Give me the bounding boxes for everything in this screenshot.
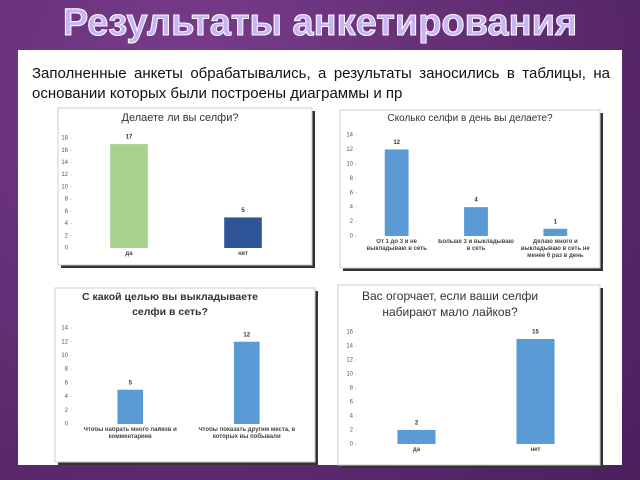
chart-title-box: Вас огорчает, если ваши селфи набирают м…	[361, 289, 539, 319]
x-tick-label-box: да	[125, 251, 133, 257]
value-label: 15	[532, 330, 539, 336]
chart-title: С какой целью вы выкладываете селфи в се…	[82, 291, 258, 318]
x-tick-label: Чтобы набрать много лайков и комментарие…	[83, 427, 177, 440]
card	[57, 107, 313, 266]
chart-title-box: С какой целью вы выкладываете селфи в се…	[82, 291, 258, 318]
x-tick-label-box: да	[412, 447, 421, 453]
y-tick-label: 2	[350, 219, 354, 225]
y-tick-label: 14	[61, 160, 68, 166]
value-label: 12	[393, 140, 400, 146]
paragraph: Заполненные анкеты обрабатывались, а рез…	[32, 65, 610, 102]
y-tick-label: 0	[350, 234, 354, 240]
y-tick-label: 10	[61, 184, 68, 190]
y-tick-label: 14	[61, 326, 68, 332]
y-tick-label: 6	[350, 400, 354, 406]
y-tick-label: 2	[350, 428, 354, 434]
y-tick-label: 0	[65, 422, 69, 428]
bar	[117, 389, 144, 424]
bar	[464, 207, 488, 236]
x-tick-label: да	[125, 251, 133, 257]
y-tick-label: 0	[350, 442, 354, 448]
y-tick-label: 16	[346, 330, 353, 336]
card	[54, 287, 316, 463]
y-tick-label: 6	[350, 190, 354, 196]
y-tick-label: 12	[346, 147, 353, 153]
x-tick-label-box: От 1 до 3 и не выкладываю в сеть	[366, 239, 427, 252]
x-tick-label: нет	[530, 447, 541, 453]
bar	[384, 149, 409, 236]
chart-title-box: Делаете ли вы селфи?	[121, 112, 239, 124]
y-tick-label: 2	[65, 408, 69, 414]
x-tick-label: Чтобы показать другим места, в которых в…	[198, 427, 296, 440]
x-tick-label-box: Чтобы набрать много лайков и комментарие…	[83, 427, 177, 440]
y-tick-label: 0	[65, 246, 69, 252]
bar	[397, 430, 436, 444]
y-tick-label: 8	[65, 367, 69, 373]
card	[339, 109, 601, 269]
y-tick-label: 16	[61, 148, 68, 154]
chart-title: Сколько селфи в день вы делаете?	[387, 113, 553, 124]
y-tick-label: 12	[61, 172, 68, 178]
y-tick-label: 10	[346, 161, 353, 167]
y-tick-label: 8	[65, 197, 69, 203]
value-label: 12	[243, 332, 250, 338]
bar	[543, 228, 568, 236]
slide-title: Результаты анкетирования	[62, 2, 578, 45]
y-tick-label: 4	[65, 394, 69, 400]
y-tick-label: 4	[350, 205, 354, 211]
bar	[233, 341, 260, 424]
y-tick-label: 2	[65, 233, 69, 239]
value-label: 5	[129, 380, 133, 386]
value-label: 5	[241, 208, 245, 214]
bar	[516, 339, 555, 444]
y-tick-label: 6	[65, 209, 69, 215]
y-tick-label: 4	[350, 414, 354, 420]
x-tick-label-box: Чтобы показать другим места, в которых в…	[198, 427, 296, 440]
bar	[110, 144, 148, 248]
x-tick-label: От 1 до 3 и не выкладываю в сеть	[366, 239, 427, 252]
y-tick-label: 10	[346, 372, 353, 378]
chart-title: Делаете ли вы селфи?	[121, 112, 239, 124]
x-tick-label-box: нет	[238, 251, 248, 257]
x-tick-label: нет	[238, 251, 248, 257]
y-tick-label: 8	[350, 176, 354, 182]
x-tick-label: да	[412, 447, 421, 453]
y-tick-label: 12	[61, 339, 68, 345]
card	[337, 284, 601, 466]
y-tick-label: 10	[61, 353, 68, 359]
y-tick-label: 8	[350, 386, 354, 392]
y-tick-label: 6	[65, 380, 69, 386]
y-tick-label: 12	[346, 358, 353, 364]
y-tick-label: 14	[346, 133, 353, 139]
chart-title-box: Сколько селфи в день вы делаете?	[387, 113, 553, 124]
y-tick-label: 4	[65, 221, 69, 227]
y-tick-label: 18	[61, 136, 68, 142]
y-tick-label: 14	[346, 344, 353, 350]
x-tick-label: Больше 3 и выкладываю в сеть	[438, 239, 514, 252]
value-label: 4	[474, 198, 478, 204]
x-tick-label-box: Больше 3 и выкладываю в сеть	[438, 239, 514, 252]
x-tick-label-box: нет	[530, 447, 541, 453]
bar	[224, 217, 262, 248]
chart-title: Вас огорчает, если ваши селфи набирают м…	[361, 289, 539, 319]
value-label: 1	[554, 219, 558, 225]
value-label: 2	[415, 421, 419, 427]
value-label: 17	[126, 135, 133, 141]
x-tick-label: Делаю много и выкладываю в сеть не менее…	[520, 239, 590, 259]
x-tick-label-box: Делаю много и выкладываю в сеть не менее…	[520, 239, 590, 259]
